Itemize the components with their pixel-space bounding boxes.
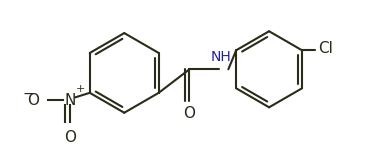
Text: N: N xyxy=(64,93,75,108)
Text: O: O xyxy=(27,93,39,108)
Text: O: O xyxy=(183,106,195,121)
Text: NH: NH xyxy=(211,50,231,64)
Text: O: O xyxy=(64,130,76,145)
Text: −: − xyxy=(22,87,34,101)
Text: +: + xyxy=(76,84,85,94)
Text: Cl: Cl xyxy=(318,41,333,56)
